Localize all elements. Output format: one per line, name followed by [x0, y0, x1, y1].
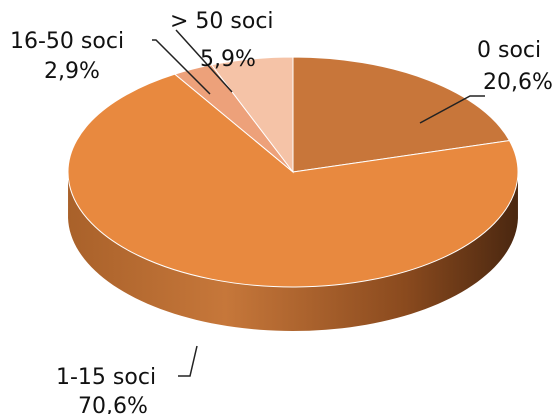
leader-line-50-soci — [175, 29, 233, 93]
label-16-50-soci-name: 16-50 soci — [10, 29, 124, 54]
label-16-50-soci-value: 2,9% — [44, 59, 100, 84]
label-50-soci-value: 5,9% — [200, 47, 256, 72]
leader-line-16-50-soci — [152, 39, 211, 95]
slice-side-1-15-soci — [68, 173, 518, 331]
slice-labels: 0 soci 20,6% 1-15 soci 70,6% 16-50 soci … — [10, 9, 553, 414]
label-0-soci-name: 0 soci — [477, 38, 541, 63]
leader-line-0-soci — [419, 95, 485, 124]
slice-0-soci — [292, 56, 511, 173]
leader-line-1-15-soci — [178, 345, 198, 377]
label-1-15-soci-value: 70,6% — [78, 394, 148, 414]
label-50-soci-name: > 50 soci — [170, 9, 274, 34]
label-0-soci-value: 20,6% — [483, 70, 553, 95]
pie-slices — [67, 56, 519, 288]
label-leaders — [152, 29, 485, 377]
slice-1-15-soci — [67, 73, 519, 288]
slice-50-soci — [210, 56, 294, 174]
pie-sides — [68, 173, 518, 331]
label-1-15-soci-name: 1-15 soci — [56, 365, 156, 390]
